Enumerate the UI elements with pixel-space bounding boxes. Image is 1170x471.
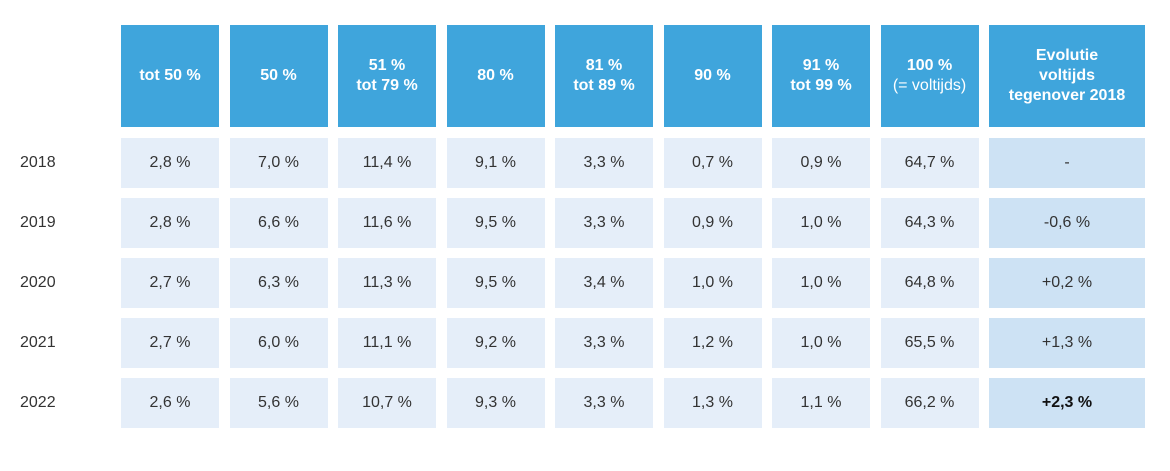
data-cell: 9,5 % <box>446 198 545 248</box>
data-cell: 3,3 % <box>555 138 653 188</box>
data-cell: 2,7 % <box>121 258 219 308</box>
data-cell: +1,3 % <box>989 318 1145 368</box>
header-cell: 90 % <box>663 25 762 127</box>
data-cell: 3,4 % <box>555 258 653 308</box>
header-line: Evolutie <box>1035 47 1099 64</box>
data-cell: 11,1 % <box>338 318 436 368</box>
data-cell: 0,9 % <box>772 138 870 188</box>
data-cell: 3,3 % <box>555 198 653 248</box>
header-line: 80 % <box>477 67 514 84</box>
header-line: (= voltijds) <box>892 77 967 94</box>
header-line: tegenover 2018 <box>1008 87 1126 104</box>
header-cell: Evolutie voltijds tegenover 2018 <box>989 25 1145 127</box>
data-cell: 9,2 % <box>446 318 545 368</box>
data-cell: -0,6 % <box>989 198 1145 248</box>
header-cell: 81 % tot 89 % <box>555 25 653 127</box>
data-cell: +2,3 % <box>989 378 1145 428</box>
header-line: tot 79 % <box>356 77 418 94</box>
data-cell: 1,3 % <box>663 378 762 428</box>
header-cell: 50 % <box>229 25 328 127</box>
data-cell: - <box>989 138 1145 188</box>
data-cell: 10,7 % <box>338 378 436 428</box>
data-cell: 0,7 % <box>663 138 762 188</box>
header-line: tot 89 % <box>573 77 635 94</box>
data-cell: 6,3 % <box>229 258 328 308</box>
header-line: 91 % <box>802 57 840 74</box>
data-cell: 5,6 % <box>229 378 328 428</box>
data-cell: 11,3 % <box>338 258 436 308</box>
row-year: 2021 <box>20 334 56 351</box>
data-cell: 2,8 % <box>121 198 219 248</box>
data-cell: 65,5 % <box>880 318 979 368</box>
header-line: 50 % <box>260 67 297 84</box>
data-cell: +0,2 % <box>989 258 1145 308</box>
header-line: 90 % <box>694 67 731 84</box>
row-year: 2022 <box>20 394 56 411</box>
header-line: 51 % <box>368 57 406 74</box>
header-cell: 91 % tot 99 % <box>772 25 870 127</box>
header-cell: 100 % (= voltijds) <box>880 25 979 127</box>
data-cell: 0,9 % <box>663 198 762 248</box>
data-cell: 64,8 % <box>880 258 979 308</box>
header-line: voltijds <box>1038 67 1095 84</box>
data-cell: 1,0 % <box>772 318 870 368</box>
data-cell: 11,6 % <box>338 198 436 248</box>
data-cell: 6,0 % <box>229 318 328 368</box>
header-line: 81 % <box>585 57 623 74</box>
data-cell: 1,1 % <box>772 378 870 428</box>
data-cell: 3,3 % <box>555 378 653 428</box>
header-cell: tot 50 % <box>121 25 219 127</box>
data-cell: 9,1 % <box>446 138 545 188</box>
data-cell: 9,3 % <box>446 378 545 428</box>
data-cell: 2,8 % <box>121 138 219 188</box>
data-cell: 3,3 % <box>555 318 653 368</box>
data-cell: 2,7 % <box>121 318 219 368</box>
data-cell: 1,0 % <box>663 258 762 308</box>
data-cell: 66,2 % <box>880 378 979 428</box>
row-year: 2019 <box>20 214 56 231</box>
data-cell: 2,6 % <box>121 378 219 428</box>
header-cell: 51 % tot 79 % <box>338 25 436 127</box>
row-year: 2018 <box>20 154 56 171</box>
header-line: tot 50 % <box>139 67 201 84</box>
data-cell: 1,0 % <box>772 198 870 248</box>
data-cell: 1,2 % <box>663 318 762 368</box>
header-cell: 80 % <box>446 25 545 127</box>
data-cell: 11,4 % <box>338 138 436 188</box>
data-cell: 6,6 % <box>229 198 328 248</box>
data-cell: 1,0 % <box>772 258 870 308</box>
data-cell: 7,0 % <box>229 138 328 188</box>
header-line: tot 99 % <box>790 77 852 94</box>
data-cell: 9,5 % <box>446 258 545 308</box>
row-year: 2020 <box>20 274 56 291</box>
data-cell: 64,7 % <box>880 138 979 188</box>
data-cell: 64,3 % <box>880 198 979 248</box>
header-line: 100 % <box>906 57 953 74</box>
